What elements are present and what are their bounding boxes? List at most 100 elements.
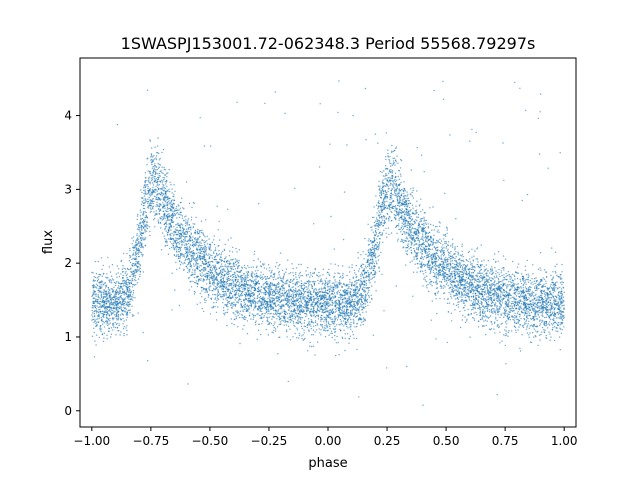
data-point: [151, 199, 154, 201]
data-point: [442, 263, 445, 265]
data-point: [495, 287, 497, 289]
data-point: [180, 234, 182, 236]
data-point: [345, 315, 347, 317]
data-point: [421, 261, 423, 263]
data-point: [552, 326, 554, 329]
data-point: [453, 263, 456, 266]
data-point: [316, 341, 319, 343]
data-point: [176, 243, 178, 245]
data-point: [171, 272, 173, 274]
data-point: [450, 320, 453, 322]
data-point: [447, 279, 449, 282]
data-point: [552, 284, 554, 286]
data-point: [289, 328, 291, 330]
data-point: [234, 299, 236, 301]
data-point: [545, 271, 547, 273]
data-point: [246, 287, 249, 289]
data-point: [146, 158, 148, 160]
data-point: [427, 235, 430, 238]
data-point: [354, 285, 356, 287]
data-point: [374, 281, 376, 283]
data-point: [456, 261, 458, 264]
data-point: [411, 260, 413, 262]
data-point: [184, 225, 187, 227]
data-point: [483, 259, 485, 261]
data-point: [197, 251, 199, 254]
data-point: [420, 220, 422, 222]
data-point: [297, 286, 299, 288]
data-point: [113, 326, 115, 328]
data-point: [215, 261, 217, 263]
data-point: [445, 261, 447, 264]
data-point: [483, 312, 486, 314]
data-point: [399, 204, 401, 206]
data-point: [142, 254, 144, 256]
data-point: [136, 282, 139, 284]
data-point: [539, 320, 541, 322]
data-point: [133, 314, 135, 316]
data-point: [367, 270, 369, 272]
data-point: [401, 241, 404, 243]
data-point: [123, 294, 125, 296]
data-point: [348, 295, 350, 298]
data-point: [473, 317, 475, 320]
data-point: [143, 186, 145, 189]
data-point: [504, 295, 506, 298]
data-point: [402, 247, 404, 249]
data-point: [246, 275, 248, 277]
data-point: [425, 219, 428, 222]
data-point: [345, 321, 347, 323]
data-point: [540, 294, 543, 296]
data-point: [191, 257, 193, 259]
data-point: [169, 241, 172, 243]
data-point: [291, 280, 294, 282]
data-point: [497, 279, 500, 281]
data-point: [500, 314, 502, 316]
data-point: [379, 211, 381, 214]
data-point: [364, 237, 366, 240]
data-point: [245, 292, 247, 294]
data-point: [131, 237, 133, 239]
data-point: [156, 183, 158, 185]
data-point: [381, 273, 383, 276]
data-point: [276, 262, 278, 264]
data-point: [445, 266, 448, 269]
data-point: [303, 282, 305, 284]
data-point: [330, 324, 332, 326]
data-point: [376, 244, 378, 246]
data-point: [326, 310, 328, 312]
data-point: [229, 266, 231, 268]
data-point: [466, 264, 469, 266]
data-point: [110, 282, 113, 284]
data-point: [468, 250, 470, 253]
data-point: [537, 268, 540, 270]
data-point: [160, 198, 162, 200]
data-point: [510, 277, 512, 279]
data-point: [488, 316, 490, 318]
data-point: [306, 314, 308, 316]
data-point: [317, 296, 319, 298]
data-point: [164, 181, 166, 183]
data-point: [383, 170, 385, 172]
data-point: [326, 316, 328, 319]
data-point: [106, 309, 109, 311]
data-point: [125, 274, 128, 277]
data-point: [162, 183, 164, 186]
data-point: [328, 273, 330, 275]
data-point: [392, 194, 394, 196]
data-point: [110, 293, 113, 296]
data-point: [553, 301, 555, 303]
data-point: [141, 253, 143, 256]
data-point: [330, 299, 332, 301]
data-point: [311, 320, 313, 322]
data-point: [126, 305, 129, 307]
data-point: [392, 200, 394, 202]
data-point: [384, 215, 386, 218]
data-point: [103, 293, 105, 296]
data-point: [509, 319, 512, 321]
data-point: [208, 249, 211, 251]
data-point: [152, 171, 154, 174]
data-point: [432, 271, 435, 274]
data-point: [149, 140, 152, 142]
data-point: [424, 230, 426, 232]
